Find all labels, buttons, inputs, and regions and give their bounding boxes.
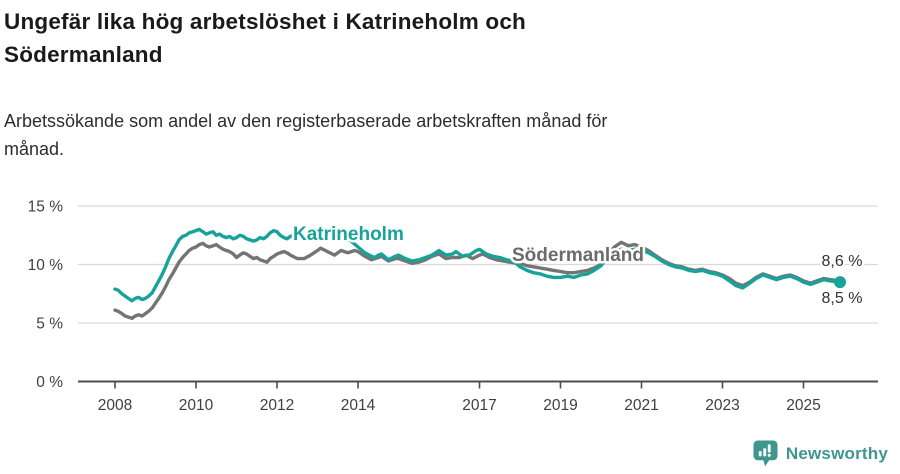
series-label-södermanland: Södermanland (512, 245, 644, 266)
unemployment-line-chart: 2008 2010 2012 2014 2017 2019 2021 2023 2025 0 % 5… (28, 199, 878, 414)
exclamation-bar (767, 444, 771, 453)
chart-title: Ungefär lika hög arbetslöshet i Katrineh… (4, 9, 526, 67)
x-tick-label: 2023 (705, 397, 739, 414)
bar-medium (763, 448, 767, 457)
end-value-label-katrineholm: 8,5 % (822, 290, 863, 307)
y-tick-label: 10 % (28, 257, 64, 274)
x-tick-label: 2017 (462, 397, 496, 414)
x-tick-label: 2012 (260, 397, 294, 414)
x-tick-label: 2019 (543, 397, 577, 414)
chart-subtitle: Arbetssökande som andel av den registerb… (4, 111, 608, 159)
x-tick-label: 2010 (179, 397, 214, 414)
series-end-dot (834, 276, 846, 289)
y-tick-label: 5 % (36, 316, 63, 333)
brand-name: Newsworthy (785, 443, 888, 463)
series-label-katrineholm: Katrineholm (293, 224, 404, 245)
exclamation-dot (767, 453, 771, 457)
x-tick-label: 2025 (786, 397, 820, 414)
y-tick-label: 0 % (36, 374, 63, 391)
x-tick-label: 2008 (98, 397, 132, 414)
series-line-katrineholm (113, 227, 842, 303)
end-value-label-södermanland: 8,6 % (822, 253, 863, 270)
brand-footer: Newsworthy (753, 440, 888, 467)
x-tick-label: 2014 (341, 397, 376, 414)
x-tick-label: 2021 (624, 397, 658, 414)
bar-small (758, 451, 762, 457)
newsworthy-icon (753, 440, 778, 467)
y-tick-label: 15 % (28, 199, 64, 216)
